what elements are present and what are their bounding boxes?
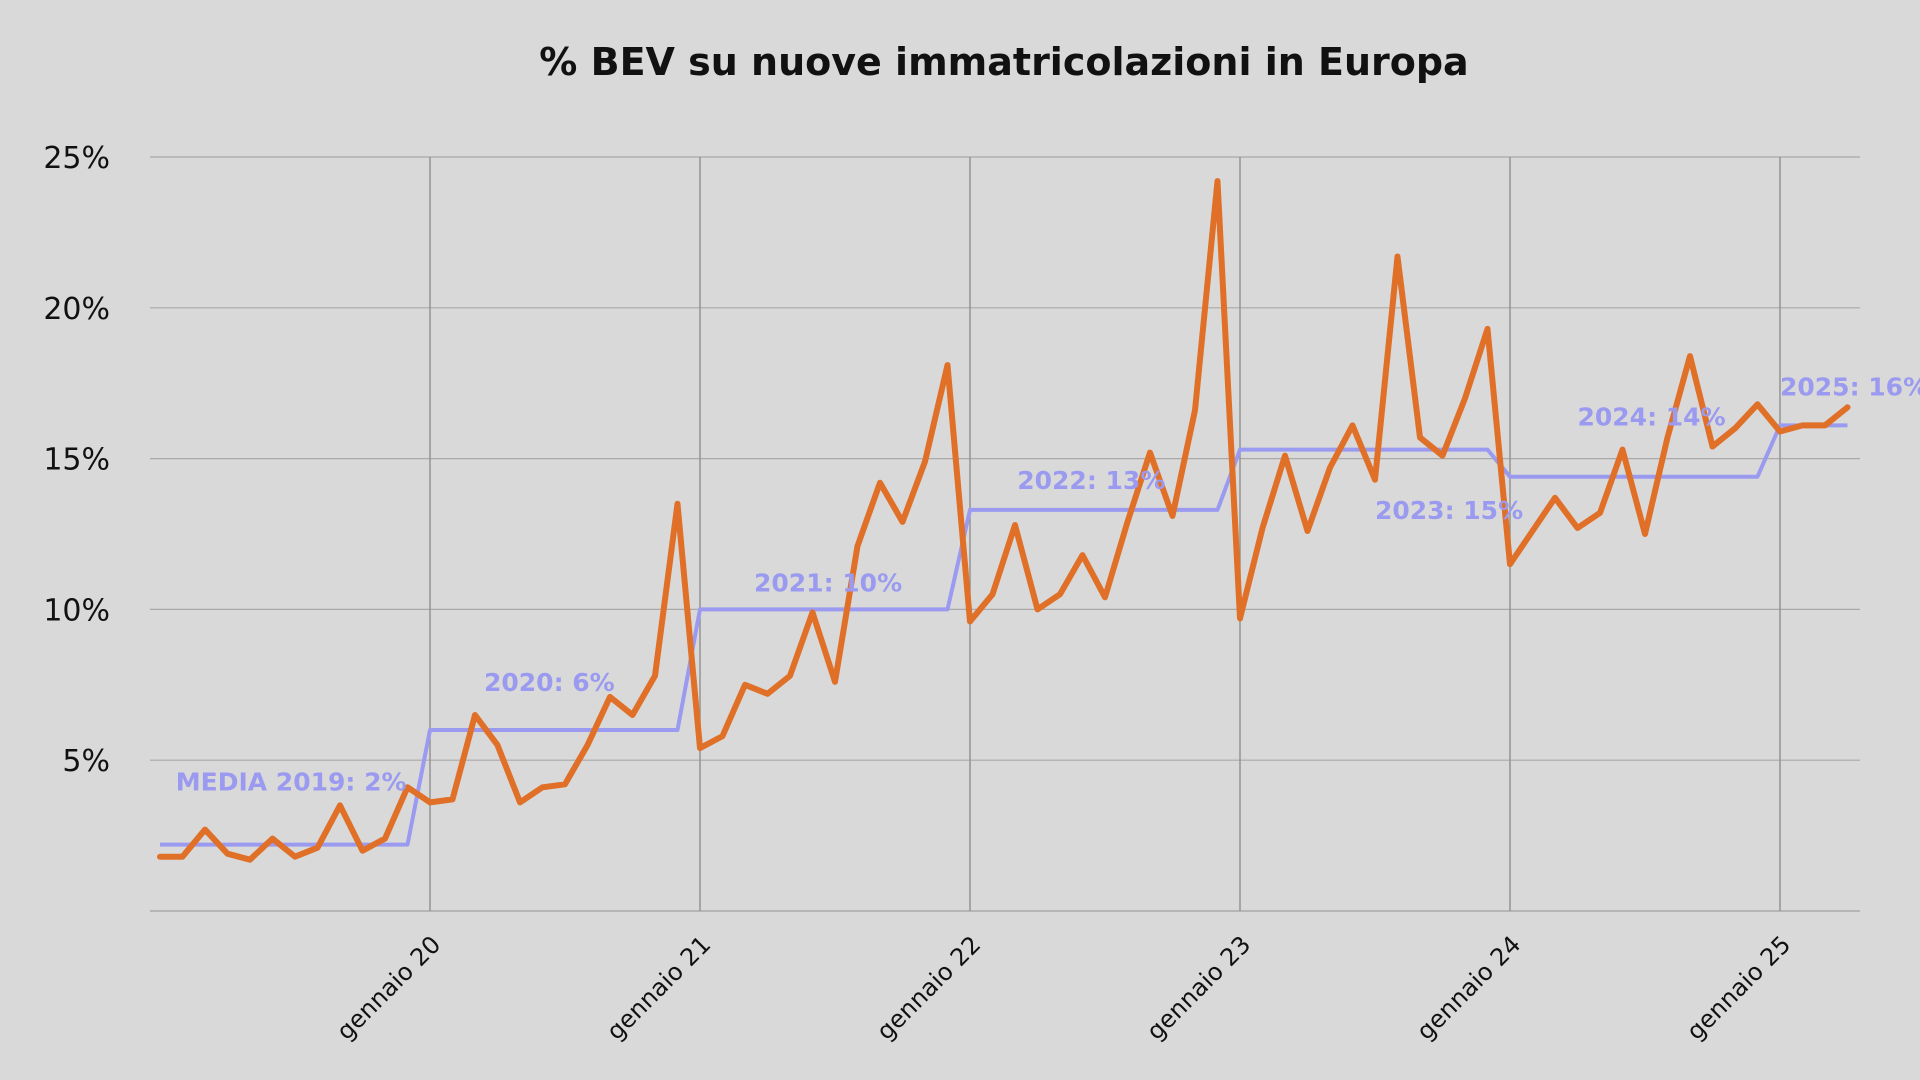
annotation-label: 2024: 14% bbox=[1578, 402, 1726, 431]
x-tick-label: gennaio 21 bbox=[601, 930, 716, 1045]
y-tick-label: 15% bbox=[43, 443, 110, 478]
y-tick-label: 5% bbox=[62, 744, 110, 779]
x-axis-ticks: gennaio 20 gennaio 21 gennaio 22 gennaio 23… bbox=[331, 930, 1796, 1045]
annotation-label: 2025: 16% bbox=[1780, 372, 1920, 401]
x-tick-label: gennaio 22 bbox=[871, 930, 986, 1045]
grid bbox=[150, 156, 1860, 912]
y-tick-label: 25% bbox=[43, 141, 110, 176]
series-group bbox=[157, 178, 1851, 863]
chart-title: % BEV su nuove immatricolazioni in Europ… bbox=[539, 40, 1468, 84]
y-tick-label: 20% bbox=[43, 292, 110, 327]
x-tick-label: gennaio 23 bbox=[1141, 930, 1256, 1045]
annotation-label: 2021: 10% bbox=[754, 568, 902, 597]
series-line-yearly-average bbox=[160, 423, 1848, 847]
annotation-label: 2023: 15% bbox=[1375, 496, 1523, 525]
annotation-label: MEDIA 2019: 2% bbox=[176, 767, 407, 796]
x-tick-label: gennaio 25 bbox=[1681, 930, 1796, 1045]
annotation-label: 2022: 13% bbox=[1017, 466, 1165, 495]
series-line-monthly bbox=[157, 178, 1851, 863]
y-axis-ticks: 5% 10% 15% 20% 25% bbox=[43, 141, 110, 779]
annotations: MEDIA 2019: 2% 2020: 6% 2021: 10% 2022: 13%… bbox=[176, 372, 1920, 796]
y-tick-label: 10% bbox=[43, 593, 110, 628]
x-tick-label: gennaio 24 bbox=[1411, 930, 1526, 1045]
annotation-label: 2020: 6% bbox=[484, 668, 615, 697]
x-tick-label: gennaio 20 bbox=[331, 930, 446, 1045]
